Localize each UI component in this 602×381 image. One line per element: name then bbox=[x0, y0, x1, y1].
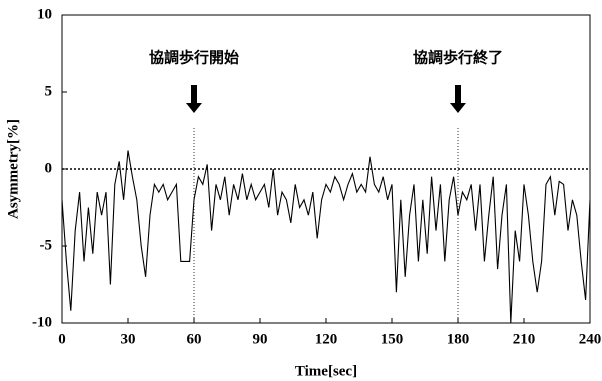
x-axis-label: Time[sec] bbox=[295, 363, 357, 379]
y-axis-label: Asymmetry[%] bbox=[5, 119, 21, 219]
data-line bbox=[61, 150, 591, 324]
x-tick-label: 180 bbox=[447, 331, 470, 347]
annotation: 協調歩行終了 bbox=[413, 49, 503, 67]
x-tick-label: 0 bbox=[58, 331, 66, 347]
y-tick-label: 10 bbox=[37, 6, 52, 22]
y-tick-label: 0 bbox=[45, 160, 53, 176]
event-arrow bbox=[450, 85, 466, 113]
x-tick-label: 210 bbox=[513, 331, 536, 347]
annotation: 協調歩行開始 bbox=[149, 49, 239, 67]
x-tick-label: 60 bbox=[187, 331, 202, 347]
x-tick-label: 90 bbox=[253, 331, 268, 347]
event-arrow bbox=[186, 85, 202, 113]
x-tick-label: 30 bbox=[121, 331, 136, 347]
y-tick-label: 5 bbox=[45, 83, 53, 99]
y-tick-label: -10 bbox=[32, 314, 52, 330]
x-tick-label: 150 bbox=[381, 331, 404, 347]
y-tick-label: -5 bbox=[40, 237, 53, 253]
x-tick-label: 120 bbox=[315, 331, 338, 347]
x-tick-label: 240 bbox=[579, 331, 602, 347]
